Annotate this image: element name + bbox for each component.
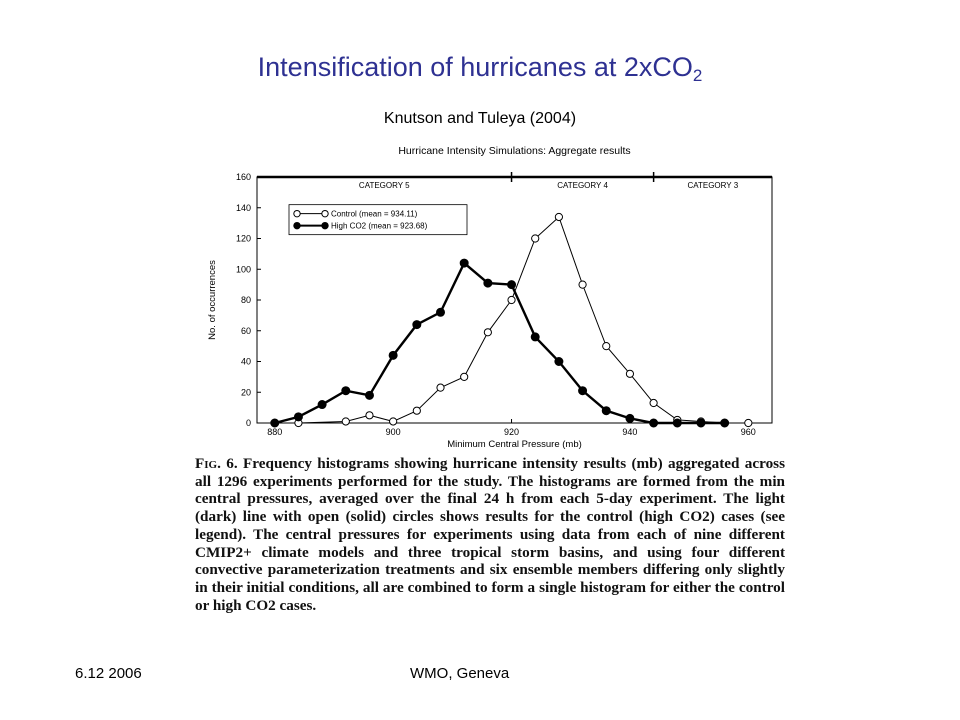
- data-point: [578, 280, 587, 289]
- footer-date: 6.12 2006: [75, 665, 142, 682]
- data-point: [578, 386, 588, 396]
- slide-title-subscript: 2: [692, 66, 703, 85]
- chart-title: Hurricane Intensity Simulations: Aggrega…: [398, 145, 630, 157]
- y-tick-label: 0: [246, 418, 251, 428]
- data-point: [744, 418, 753, 428]
- data-point: [341, 386, 351, 396]
- legend-marker: [321, 221, 329, 230]
- data-point: [625, 369, 635, 378]
- data-point: [460, 372, 469, 381]
- data-point: [649, 418, 659, 428]
- y-axis-label: No. of occurrences: [207, 260, 218, 340]
- data-point: [459, 258, 469, 268]
- figure-caption: Fig. 6. Frequency histograms showing hur…: [195, 455, 785, 614]
- legend-box: [288, 204, 468, 236]
- x-tick-label: 920: [504, 427, 519, 437]
- y-tick-label: 160: [236, 172, 251, 182]
- y-tick-label: 80: [241, 295, 251, 305]
- y-tick-label: 60: [241, 326, 251, 336]
- y-tick-label: 120: [236, 234, 251, 244]
- data-point: [649, 398, 658, 408]
- legend-marker: [293, 209, 301, 218]
- slide-subtitle: Knutson and Tuleya (2004): [383, 110, 577, 127]
- y-tick-label: 140: [236, 203, 251, 213]
- data-point: [507, 280, 517, 290]
- data-point: [365, 411, 374, 420]
- data-point: [530, 332, 540, 342]
- data-point: [696, 418, 706, 428]
- data-point: [436, 307, 446, 317]
- data-point: [317, 400, 327, 410]
- data-point: [531, 234, 540, 243]
- series-line-high-co2: [274, 261, 725, 425]
- data-point: [389, 417, 398, 426]
- data-point: [602, 342, 611, 351]
- data-point: [412, 320, 422, 330]
- footer-venue: WMO, Geneva: [410, 665, 510, 682]
- caption-text: Frequency histograms showing hurricane i…: [195, 455, 785, 614]
- legend-label: High CO2 (mean = 923.68): [331, 222, 428, 231]
- data-point: [554, 357, 564, 366]
- x-tick-label: 940: [622, 427, 637, 437]
- legend-label: Control (mean = 934.11): [331, 210, 418, 219]
- data-point: [364, 390, 374, 400]
- data-point: [601, 406, 611, 416]
- x-tick-label: 900: [386, 427, 401, 437]
- data-point: [720, 418, 730, 428]
- slide-title-main: Intensification of hurricanes at 2xCO: [257, 52, 693, 82]
- y-tick-label: 20: [241, 387, 251, 397]
- data-point: [293, 412, 303, 422]
- x-tick-label: 960: [741, 427, 756, 437]
- data-point: [507, 295, 516, 305]
- y-tick-label: 100: [236, 264, 251, 274]
- data-point: [483, 328, 492, 337]
- x-axis-label: Minimum Central Pressure (mb): [447, 439, 582, 450]
- legend-marker: [293, 221, 301, 230]
- data-point: [341, 417, 350, 426]
- category-label: CATEGORY 5: [359, 181, 410, 190]
- caption-fig-label: Fig. 6.: [195, 455, 238, 472]
- data-point: [554, 212, 563, 222]
- data-point: [625, 413, 635, 423]
- data-point: [483, 278, 493, 288]
- data-point: [436, 383, 445, 392]
- legend-marker: [321, 209, 329, 218]
- data-point: [388, 350, 398, 360]
- chart: Hurricane Intensity Simulations: Aggrega…: [207, 145, 773, 450]
- category-label: CATEGORY 4: [557, 181, 608, 190]
- data-point: [672, 418, 682, 428]
- data-point: [412, 406, 421, 415]
- slide-title: Intensification of hurricanes at 2xCO2: [0, 52, 960, 86]
- data-point: [270, 418, 280, 428]
- category-label: CATEGORY 3: [687, 181, 738, 190]
- x-tick-label: 880: [267, 427, 282, 437]
- y-tick-label: 40: [241, 357, 251, 367]
